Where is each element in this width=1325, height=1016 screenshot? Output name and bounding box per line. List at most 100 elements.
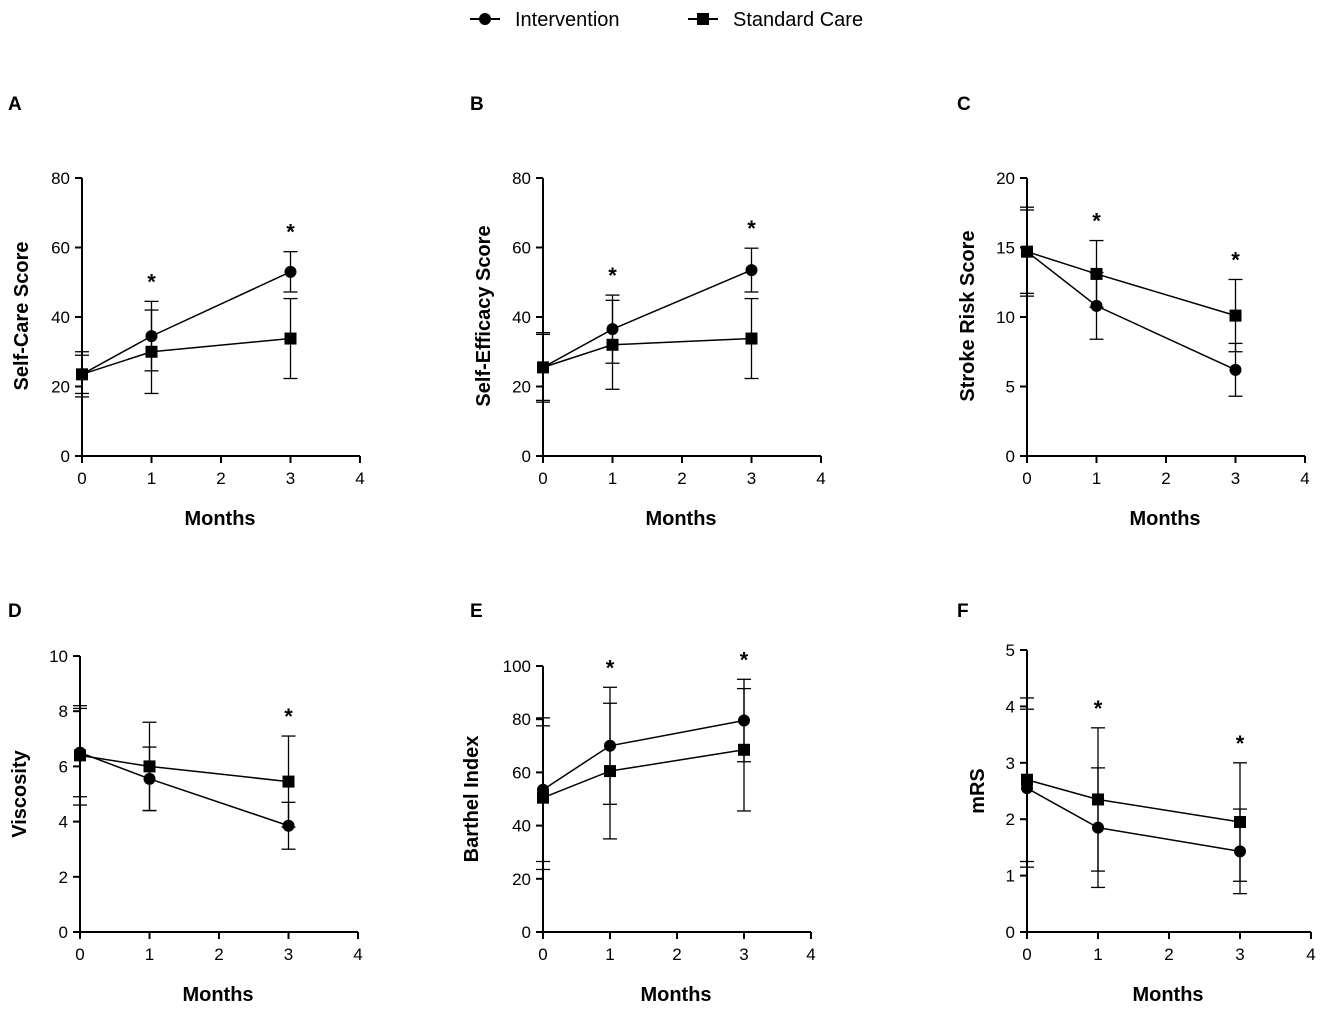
series-intervention xyxy=(1020,209,1243,397)
y-tick-label: 0 xyxy=(61,447,70,466)
legend-label-standard-care: Standard Care xyxy=(733,9,863,31)
data-point-standard-care xyxy=(76,368,88,381)
series-intervention xyxy=(1020,708,1247,895)
data-point-standard-care xyxy=(74,749,86,762)
series-standard-care xyxy=(75,297,298,395)
series-line-standard-care xyxy=(1026,250,1236,317)
data-point-standard-care xyxy=(1021,245,1033,258)
y-tick-label: 80 xyxy=(512,169,531,188)
x-tick-label: 4 xyxy=(355,469,364,488)
panel-letter-d: D xyxy=(8,601,22,622)
x-tick-label: 2 xyxy=(1161,469,1170,488)
data-point-standard-care xyxy=(738,743,750,756)
x-tick-label: 2 xyxy=(1164,945,1173,964)
data-point-standard-care xyxy=(143,760,156,773)
y-axis-title: Barthel Index xyxy=(461,736,483,863)
y-tick-label: 20 xyxy=(512,378,531,397)
series-standard-care xyxy=(536,687,751,871)
y-tick-label: 1 xyxy=(1006,867,1015,886)
significance-star: * xyxy=(286,220,295,245)
panel-d: D 0 1 2 3 4 0 2 4 6 8 10 Months Viscosity * xyxy=(8,601,363,1006)
series-intervention xyxy=(75,251,298,398)
series-line-intervention xyxy=(79,751,289,827)
data-point-standard-care xyxy=(1229,309,1242,322)
y-axis-title: Self-Efficacy Score xyxy=(473,225,495,406)
legend-item-intervention: Intervention xyxy=(470,9,620,31)
x-tick-label: 0 xyxy=(1022,469,1031,488)
significance-star: * xyxy=(284,704,293,729)
data-point-standard-care xyxy=(1021,773,1033,786)
x-tick-label: 2 xyxy=(214,945,223,964)
significance-star: * xyxy=(608,263,617,288)
x-tick-label: 0 xyxy=(538,945,547,964)
x-tick-label: 2 xyxy=(677,469,686,488)
x-tick-label: 3 xyxy=(284,945,293,964)
significance-star: * xyxy=(606,655,615,680)
panel-letter-a: A xyxy=(8,94,22,115)
series-standard-care xyxy=(1020,697,1247,882)
x-tick-label: 1 xyxy=(147,469,156,488)
series-line-intervention xyxy=(542,269,752,369)
y-tick-label: 10 xyxy=(49,647,68,666)
panel-letter-b: B xyxy=(470,94,484,115)
series-intervention xyxy=(536,247,759,403)
series-intervention xyxy=(536,678,751,863)
x-tick-label: 4 xyxy=(1306,945,1315,964)
x-tick-label: 1 xyxy=(145,945,154,964)
y-tick-label: 2 xyxy=(59,868,68,887)
y-tick-label: 60 xyxy=(51,239,70,258)
significance-star: * xyxy=(747,216,756,241)
series-line-standard-care xyxy=(79,754,289,783)
x-tick-label: 2 xyxy=(672,945,681,964)
y-tick-label: 5 xyxy=(1006,378,1015,397)
x-tick-label: 1 xyxy=(608,469,617,488)
significance-star: * xyxy=(1092,209,1101,234)
y-tick-label: 0 xyxy=(522,447,531,466)
x-tick-label: 1 xyxy=(605,945,614,964)
data-point-standard-care xyxy=(145,345,158,358)
data-point-intervention xyxy=(745,264,758,277)
x-tick-label: 3 xyxy=(286,469,295,488)
data-point-standard-care xyxy=(282,775,295,788)
y-tick-label: 6 xyxy=(59,757,68,776)
panel-letter-c: C xyxy=(957,94,971,115)
series-line-standard-care xyxy=(542,749,745,799)
x-tick-label: 4 xyxy=(816,469,825,488)
data-point-standard-care xyxy=(1234,816,1246,829)
x-axis-title: Months xyxy=(184,508,255,530)
y-tick-label: 0 xyxy=(522,923,531,942)
series-line-standard-care xyxy=(542,337,752,369)
y-tick-label: 80 xyxy=(51,169,70,188)
panel-c: C 0 1 2 3 4 0 5 10 15 20 Months Stroke Risk Score * * xyxy=(957,94,1310,530)
data-point-standard-care xyxy=(1092,793,1104,806)
y-tick-label: 0 xyxy=(59,923,68,942)
x-tick-label: 3 xyxy=(1235,945,1244,964)
x-tick-label: 0 xyxy=(77,469,86,488)
data-point-standard-care xyxy=(604,765,616,778)
data-point-standard-care xyxy=(537,361,549,374)
data-point-standard-care xyxy=(606,338,619,351)
y-axis-title: Stroke Risk Score xyxy=(957,230,979,401)
x-tick-label: 4 xyxy=(353,945,362,964)
y-tick-label: 0 xyxy=(1006,923,1015,942)
y-tick-label: 40 xyxy=(51,308,70,327)
x-axis-title: Months xyxy=(182,984,253,1006)
y-tick-label: 60 xyxy=(512,763,531,782)
legend-item-standard-care: Standard Care xyxy=(688,9,863,31)
y-tick-label: 8 xyxy=(59,702,68,721)
x-axis-title: Months xyxy=(1132,984,1203,1006)
x-tick-label: 0 xyxy=(1022,945,1031,964)
series-standard-care xyxy=(536,297,759,402)
significance-star: * xyxy=(1236,731,1245,756)
y-tick-label: 0 xyxy=(1006,447,1015,466)
x-tick-label: 2 xyxy=(216,469,225,488)
series-line-intervention xyxy=(1026,251,1236,371)
y-tick-label: 20 xyxy=(51,378,70,397)
legend-square-marker-icon xyxy=(697,13,709,25)
x-axis-title: Months xyxy=(1129,508,1200,530)
x-tick-label: 1 xyxy=(1093,945,1102,964)
data-point-standard-care xyxy=(284,332,297,345)
y-tick-label: 20 xyxy=(512,870,531,889)
